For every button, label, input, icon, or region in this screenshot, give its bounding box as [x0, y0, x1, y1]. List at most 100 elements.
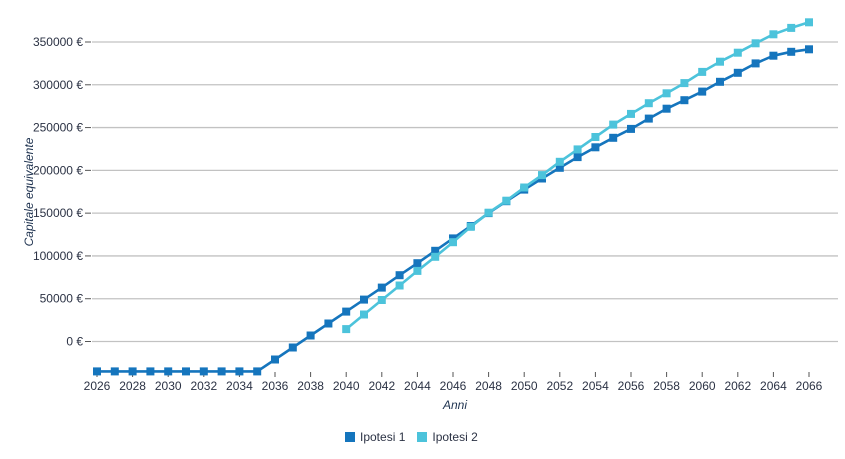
data-point-marker[interactable]	[591, 133, 600, 141]
data-point-marker[interactable]	[698, 87, 707, 96]
data-point-marker[interactable]	[555, 157, 564, 166]
y-axis-tick-label: 50000 €	[40, 292, 84, 306]
data-point-marker[interactable]	[128, 367, 137, 376]
data-point-marker[interactable]	[573, 153, 582, 162]
data-point-marker[interactable]	[716, 77, 724, 86]
data-point-marker[interactable]	[538, 171, 546, 180]
x-axis-tick-label: 2060	[689, 379, 716, 393]
data-point-marker[interactable]	[395, 271, 404, 280]
data-point-marker[interactable]	[716, 57, 724, 66]
data-point-marker[interactable]	[288, 343, 297, 352]
data-point-marker[interactable]	[627, 124, 635, 133]
y-axis-tick-label: 0 €	[66, 335, 83, 349]
data-point-marker[interactable]	[769, 30, 778, 39]
x-axis-tick-label: 2048	[475, 379, 502, 393]
data-point-marker[interactable]	[253, 367, 262, 376]
data-point-marker[interactable]	[342, 307, 351, 316]
x-axis-tick-label: 2040	[333, 379, 360, 393]
x-axis-tick-label: 2046	[440, 379, 467, 393]
data-point-marker[interactable]	[110, 367, 119, 376]
data-point-marker[interactable]	[413, 266, 422, 275]
series-ipotesi-2	[342, 18, 813, 334]
x-axis-tick-label: 2032	[190, 379, 217, 393]
data-point-marker[interactable]	[733, 68, 742, 77]
y-axis-tick-label: 200000 €	[33, 163, 83, 177]
data-point-marker[interactable]	[502, 196, 511, 205]
data-point-marker[interactable]	[751, 59, 760, 68]
data-point-marker[interactable]	[769, 51, 778, 60]
x-axis-tick-label: 2052	[546, 379, 573, 393]
legend-label-ipotesi-1: Ipotesi 1	[360, 430, 406, 444]
data-point-marker[interactable]	[271, 355, 279, 364]
data-point-marker[interactable]	[698, 67, 707, 76]
y-axis-tick-label: 250000 €	[33, 121, 83, 135]
x-axis-tick-label: 2054	[582, 379, 609, 393]
data-point-marker[interactable]	[805, 18, 813, 27]
data-point-marker[interactable]	[466, 222, 475, 231]
data-point-marker[interactable]	[573, 145, 582, 154]
x-axis-tick-label: 2028	[119, 379, 146, 393]
data-point-marker[interactable]	[787, 47, 796, 56]
data-point-marker[interactable]	[555, 163, 564, 172]
data-point-marker[interactable]	[449, 238, 457, 247]
data-point-marker[interactable]	[662, 104, 671, 113]
data-point-marker[interactable]	[413, 259, 422, 268]
legend-item-ipotesi-1[interactable]: Ipotesi 1	[345, 430, 405, 444]
data-point-marker[interactable]	[342, 325, 351, 334]
data-point-marker[interactable]	[520, 183, 529, 192]
x-axis-tick-label: 2044	[404, 379, 431, 393]
x-axis-tick-label: 2036	[262, 379, 289, 393]
data-point-marker[interactable]	[680, 96, 689, 105]
data-point-marker[interactable]	[360, 295, 368, 304]
y-axis-tick-label: 150000 €	[33, 206, 83, 220]
data-point-marker[interactable]	[751, 39, 760, 48]
data-point-marker[interactable]	[591, 143, 600, 152]
data-point-marker[interactable]	[609, 120, 618, 129]
data-point-marker[interactable]	[484, 208, 493, 217]
x-axis-tick-label: 2058	[653, 379, 680, 393]
data-point-marker[interactable]	[360, 310, 368, 319]
x-axis-tick-label: 2062	[724, 379, 751, 393]
data-point-marker[interactable]	[733, 48, 742, 57]
legend: Ipotesi 1 Ipotesi 2	[345, 430, 478, 444]
data-point-marker[interactable]	[431, 252, 440, 261]
data-point-marker[interactable]	[324, 319, 333, 328]
data-point-marker[interactable]	[787, 23, 796, 32]
x-axis-tick-label: 2066	[796, 379, 823, 393]
data-point-marker[interactable]	[217, 367, 226, 376]
series-line	[344, 20, 811, 331]
series-ipotesi-1	[93, 45, 813, 376]
data-point-marker[interactable]	[377, 296, 386, 304]
data-point-marker[interactable]	[199, 367, 208, 376]
data-point-marker[interactable]	[644, 99, 653, 108]
data-point-marker[interactable]	[93, 367, 101, 376]
legend-swatch-ipotesi-2-icon	[417, 432, 428, 442]
x-axis-tick-label: 2042	[368, 379, 395, 393]
data-point-marker[interactable]	[146, 367, 155, 376]
y-axis-tick-label: 300000 €	[33, 78, 83, 92]
data-point-marker[interactable]	[627, 109, 635, 118]
y-axis-tick-label: 100000 €	[33, 249, 83, 263]
data-point-marker[interactable]	[306, 331, 315, 340]
x-axis-tick-label: 2026	[84, 379, 111, 393]
legend-swatch-ipotesi-1-icon	[345, 432, 355, 442]
data-point-marker[interactable]	[395, 281, 404, 290]
x-axis-title: Anni	[442, 398, 468, 412]
x-axis-tick-label: 2038	[297, 379, 324, 393]
data-point-marker[interactable]	[609, 133, 618, 142]
data-point-marker[interactable]	[431, 246, 440, 255]
data-point-marker[interactable]	[164, 367, 173, 376]
data-point-marker[interactable]	[644, 114, 653, 123]
x-axis-tick-label: 2034	[226, 379, 253, 393]
data-point-marker[interactable]	[680, 79, 689, 88]
data-point-marker[interactable]	[235, 367, 244, 376]
data-point-marker[interactable]	[377, 283, 386, 292]
data-point-marker[interactable]	[805, 45, 813, 54]
legend-item-ipotesi-2[interactable]: Ipotesi 2	[417, 430, 478, 444]
y-axis-tick-label: 350000 €	[33, 35, 83, 49]
x-axis-tick-label: 2056	[618, 379, 645, 393]
data-point-marker[interactable]	[662, 89, 671, 98]
data-point-marker[interactable]	[182, 367, 190, 376]
